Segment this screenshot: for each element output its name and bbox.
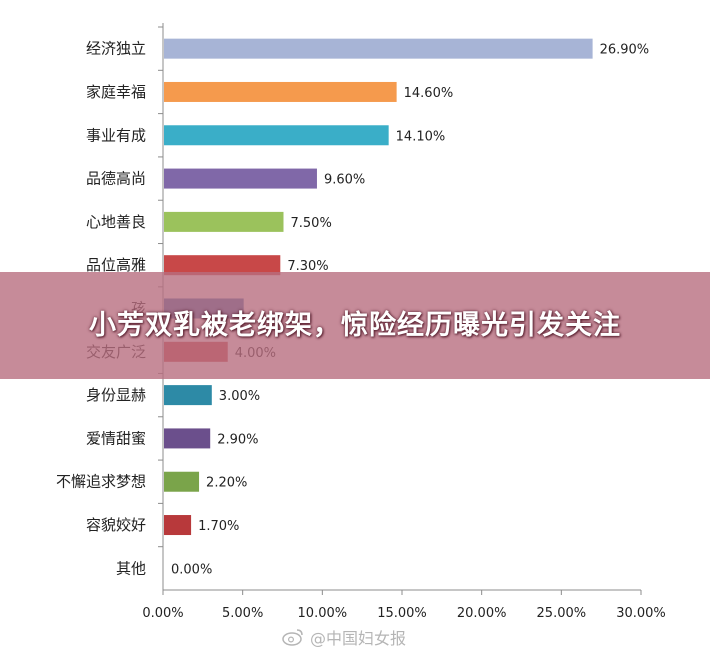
category-label: 心地善良 [86, 213, 146, 231]
bar [164, 168, 317, 189]
x-tick-label: 0.00% [142, 606, 183, 621]
bar [164, 428, 211, 449]
category-label: 事业有成 [86, 126, 146, 144]
bar [164, 125, 389, 146]
value-label: 1.70% [198, 519, 239, 534]
x-tick-label: 30.00% [616, 606, 666, 621]
weibo-icon [282, 629, 303, 646]
x-tick-label: 20.00% [457, 606, 507, 621]
bar [164, 81, 397, 102]
value-label: 14.60% [404, 86, 454, 101]
value-label: 3.00% [219, 389, 260, 404]
category-label: 身份显赫 [86, 386, 146, 404]
watermark-text: @中国妇女报 [310, 629, 407, 648]
bar [164, 471, 200, 492]
category-label: 品位高雅 [86, 256, 146, 274]
category-label: 其他 [116, 559, 146, 577]
category-label: 爱情甜蜜 [86, 429, 146, 447]
watermark: @中国妇女报 [282, 625, 406, 649]
value-label: 9.60% [324, 173, 365, 188]
value-label: 26.90% [600, 43, 650, 58]
value-label: 2.90% [217, 432, 258, 447]
category-label: 家庭幸福 [86, 83, 146, 101]
value-label: 2.20% [206, 476, 247, 491]
category-label: 不懈追求梦想 [56, 473, 146, 491]
x-tick-label: 25.00% [537, 606, 587, 621]
bar [164, 211, 284, 232]
category-label: 经济独立 [86, 40, 146, 58]
x-tick-label: 10.00% [298, 606, 348, 621]
headline-banner: 小芳双乳被老绑架，惊险经历曝光引发关注 [0, 272, 710, 379]
x-tick-label: 5.00% [222, 606, 263, 621]
bar [164, 255, 281, 276]
value-label: 7.50% [291, 216, 332, 231]
value-label: 0.00% [171, 562, 212, 577]
value-label: 7.30% [287, 259, 328, 274]
value-label: 14.10% [396, 129, 446, 144]
x-tick-label: 15.00% [377, 606, 427, 621]
category-label: 容貌姣好 [86, 516, 146, 534]
bar [164, 515, 192, 536]
headline-text: 小芳双乳被老绑架，惊险经历曝光引发关注 [89, 310, 621, 341]
category-label: 品德高尚 [86, 170, 146, 188]
bar [164, 385, 212, 406]
bar [164, 38, 593, 59]
